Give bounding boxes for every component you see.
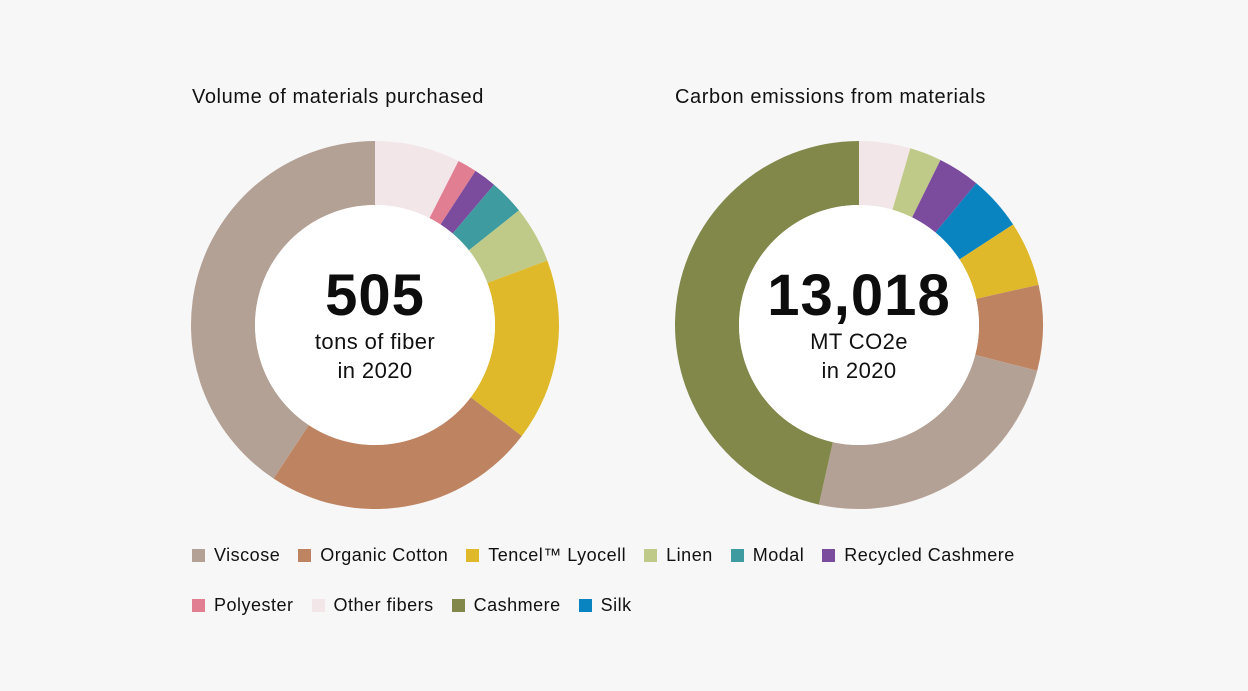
legend-label: Recycled Cashmere bbox=[844, 544, 1015, 565]
legend-swatch bbox=[311, 598, 325, 612]
emissions-donut-hole bbox=[739, 205, 979, 445]
emissions-slice-tencel-lyocell bbox=[959, 224, 1039, 299]
volume-slice-linen bbox=[468, 210, 548, 283]
volume-slice-tencel-lyocell bbox=[470, 260, 559, 436]
volume-slice-polyester bbox=[429, 161, 476, 225]
legend-swatch bbox=[451, 598, 465, 612]
legend: Viscose Organic Cotton Tencel™ Lyocell L… bbox=[192, 544, 1072, 616]
legend-label: Other fibers bbox=[333, 594, 434, 615]
legend-swatch bbox=[298, 548, 312, 562]
legend-item-linen: Linen bbox=[644, 544, 713, 566]
legend-swatch bbox=[822, 548, 836, 562]
emissions-slice-cashmere bbox=[674, 141, 859, 505]
legend-swatch bbox=[466, 548, 480, 562]
legend-label: Polyester bbox=[214, 594, 294, 615]
legend-swatch bbox=[192, 548, 205, 562]
legend-label: Modal bbox=[752, 544, 805, 565]
volume-slice-viscose bbox=[191, 141, 375, 479]
legend-item-viscose: Viscose bbox=[192, 544, 280, 566]
legend-swatch bbox=[192, 598, 205, 612]
legend-label: Viscose bbox=[214, 544, 281, 565]
chart-title-emissions: Carbon emissions from materials bbox=[675, 86, 986, 108]
legend-label: Cashmere bbox=[473, 594, 561, 615]
volume-donut-hole bbox=[255, 205, 495, 445]
legend-item-tencel-lyocell: Tencel™ Lyocell bbox=[466, 544, 626, 566]
legend-item-modal: Modal bbox=[730, 544, 805, 566]
legend-item-polyester: Polyester bbox=[192, 594, 294, 616]
legend-label: Linen bbox=[666, 544, 713, 565]
legend-label: Organic Cotton bbox=[320, 544, 449, 565]
legend-swatch bbox=[578, 598, 592, 612]
emissions-slice-silk bbox=[935, 183, 1014, 260]
volume-slice-modal bbox=[452, 184, 519, 251]
legend-swatch bbox=[644, 548, 658, 562]
legend-label: Silk bbox=[600, 594, 632, 615]
chart-title-volume: Volume of materials purchased bbox=[192, 86, 484, 108]
emissions-slice-organic-cotton bbox=[975, 284, 1043, 371]
volume-slice-organic-cotton bbox=[273, 397, 522, 509]
emissions-slice-other-fibers bbox=[859, 141, 911, 210]
emissions-slice-linen bbox=[892, 148, 941, 218]
legend-swatch bbox=[730, 548, 744, 562]
legend-label: Tencel™ Lyocell bbox=[488, 544, 627, 565]
legend-item-organic-cotton: Organic Cotton bbox=[298, 544, 448, 566]
volume-slice-recycled-cashmere bbox=[440, 170, 495, 234]
legend-item-other-fibers: Other fibers bbox=[311, 594, 434, 616]
legend-item-silk: Silk bbox=[578, 594, 632, 616]
legend-item-cashmere: Cashmere bbox=[451, 594, 561, 616]
volume-slice-other-fibers bbox=[375, 141, 459, 219]
legend-item-recycled-cashmere: Recycled Cashmere bbox=[822, 544, 1015, 566]
volume-donut-chart bbox=[191, 141, 559, 509]
emissions-slice-recycled-cashmere bbox=[912, 160, 977, 233]
emissions-donut-chart bbox=[674, 141, 1043, 509]
emissions-slice-viscose bbox=[818, 354, 1038, 509]
